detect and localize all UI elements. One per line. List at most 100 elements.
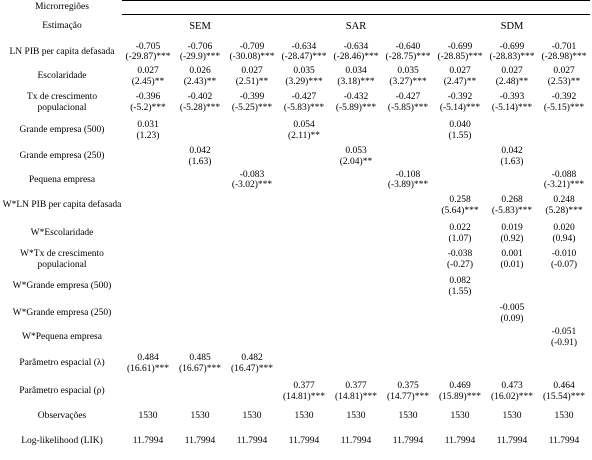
- cell: [278, 247, 330, 273]
- coefficient: -0.640: [395, 41, 421, 52]
- coefficient: -0.402: [187, 92, 213, 102]
- cell: 1530: [330, 405, 382, 429]
- t-statistic: (3.27)***: [389, 76, 427, 87]
- coefficient: 1530: [138, 411, 158, 422]
- t-statistic: (-28.85)***: [437, 52, 483, 62]
- coefficient: -0.432: [343, 92, 369, 102]
- cell: -0.393 (-5.14)***: [486, 88, 538, 118]
- t-statistic: (-0.27): [446, 259, 474, 270]
- cell: 0.485 (16.67)***: [174, 349, 226, 379]
- row-label: W*Grande empresa (250): [12, 308, 112, 319]
- coefficient: 0.040: [449, 120, 471, 130]
- cell: [486, 273, 538, 301]
- cell: 1530: [122, 405, 174, 429]
- cell: 0.482 (16.47)***: [226, 349, 278, 379]
- cell: 1530: [538, 405, 590, 429]
- t-statistic: (-5.83)***: [491, 205, 533, 216]
- cell: 0.022 (1.07): [434, 221, 486, 247]
- cell: [486, 349, 538, 379]
- t-statistic: (-28.47)***: [281, 52, 327, 62]
- coefficient: -0.709: [239, 41, 265, 52]
- cell: 1530: [486, 405, 538, 429]
- t-statistic: (-5.25)***: [231, 102, 273, 113]
- cell: [330, 327, 382, 349]
- coefficient: 0.484: [137, 353, 159, 363]
- t-statistic: (0.01): [500, 259, 524, 270]
- cell: [538, 118, 590, 144]
- cell: [174, 247, 226, 273]
- row-label: Grande empresa (250): [19, 151, 105, 162]
- coefficient: -0.701: [551, 41, 577, 52]
- cell: -0.083 (-3.02)***: [226, 170, 278, 191]
- t-statistic: (1.23): [136, 130, 160, 141]
- t-statistic: (2.47)**: [443, 76, 477, 87]
- t-statistic: (1.63): [188, 156, 212, 167]
- t-statistic: (-3.89)***: [387, 180, 429, 190]
- cell: 0.040 (1.55): [434, 118, 486, 144]
- row-label: W*LN PIB per capita defasada: [2, 200, 122, 211]
- cell: [122, 221, 174, 247]
- t-statistic: (2.48)**: [495, 76, 529, 87]
- cell: 1530: [174, 405, 226, 429]
- cell: -0.010 (-0.07): [538, 247, 590, 273]
- cell: -0.402 (-5.28)***: [174, 88, 226, 118]
- coefficient: 0.027: [137, 66, 159, 76]
- coefficient: 0.020: [553, 223, 575, 233]
- row-label: W*Pequena empresa: [22, 332, 102, 343]
- cell: [330, 118, 382, 144]
- t-statistic: (-30.08)***: [229, 52, 275, 62]
- coefficient: 0.375: [397, 381, 419, 391]
- cell: [278, 144, 330, 170]
- cell: [278, 221, 330, 247]
- cell: -0.051 (-0.91): [538, 327, 590, 349]
- cell: 0.248 (5.28)***: [538, 191, 590, 221]
- row-label: Parâmetro espacial (λ): [19, 358, 105, 369]
- coefficient: 0.082: [449, 276, 471, 286]
- coefficient: -0.083: [239, 169, 265, 180]
- t-statistic: (15.89)***: [439, 391, 481, 402]
- row-label: Pequena empresa: [28, 174, 96, 185]
- cell: [382, 301, 434, 327]
- cell: [434, 170, 486, 191]
- t-statistic: (-28.98)***: [541, 52, 587, 62]
- row-label: W*Grande empresa (500): [12, 281, 112, 292]
- coefficient: 0.377: [293, 381, 315, 391]
- t-statistic: (-28.46)***: [333, 52, 379, 62]
- cell: 1530: [226, 405, 278, 429]
- cell: [382, 191, 434, 221]
- cell: [226, 221, 278, 247]
- cell: 0.019 (0.92): [486, 221, 538, 247]
- cell: [330, 273, 382, 301]
- table-row: W*Grande empresa (250) -0.005 (0.09): [2, 301, 590, 327]
- row-label: Observações: [37, 411, 87, 422]
- cell: 11.7994: [434, 429, 486, 455]
- coefficient: 0.268: [501, 195, 523, 205]
- cell: [278, 191, 330, 221]
- cell: [122, 144, 174, 170]
- group-header: SEM: [122, 14, 278, 39]
- coefficient: 11.7994: [288, 436, 320, 447]
- stub-title: Microrregiões: [35, 2, 89, 13]
- coefficient: 0.054: [293, 120, 315, 130]
- cell: -0.705 (-29.87)***: [122, 39, 174, 66]
- coefficient: -0.108: [395, 169, 421, 180]
- group-header: SDM: [434, 14, 590, 39]
- coefficient: 0.469: [449, 381, 471, 391]
- cell: 0.082 (1.55): [434, 273, 486, 301]
- cell: [122, 301, 174, 327]
- coefficient: 0.464: [553, 381, 575, 391]
- t-statistic: (-5.14)***: [439, 102, 481, 113]
- coefficient: -0.634: [343, 41, 369, 52]
- table-row: W*Escolaridade 0.022 (1.07) 0.019 (0.92) 0.02…: [2, 221, 590, 247]
- row-label: LN PIB per capita defasada: [9, 46, 115, 57]
- cell: -0.427 (-5.85)***: [382, 88, 434, 118]
- coefficient: 0.042: [189, 146, 211, 156]
- t-statistic: (-5.15)***: [543, 102, 585, 113]
- cell: [226, 327, 278, 349]
- row-label: W*Tx de crescimento populacional: [20, 249, 104, 270]
- cell: [434, 301, 486, 327]
- cell: 0.027 (2.53)**: [538, 66, 590, 88]
- table-row: Tx de crescimento populacional -0.396 (-5.…: [2, 88, 590, 118]
- coefficient: -0.634: [291, 41, 317, 52]
- cell: [330, 247, 382, 273]
